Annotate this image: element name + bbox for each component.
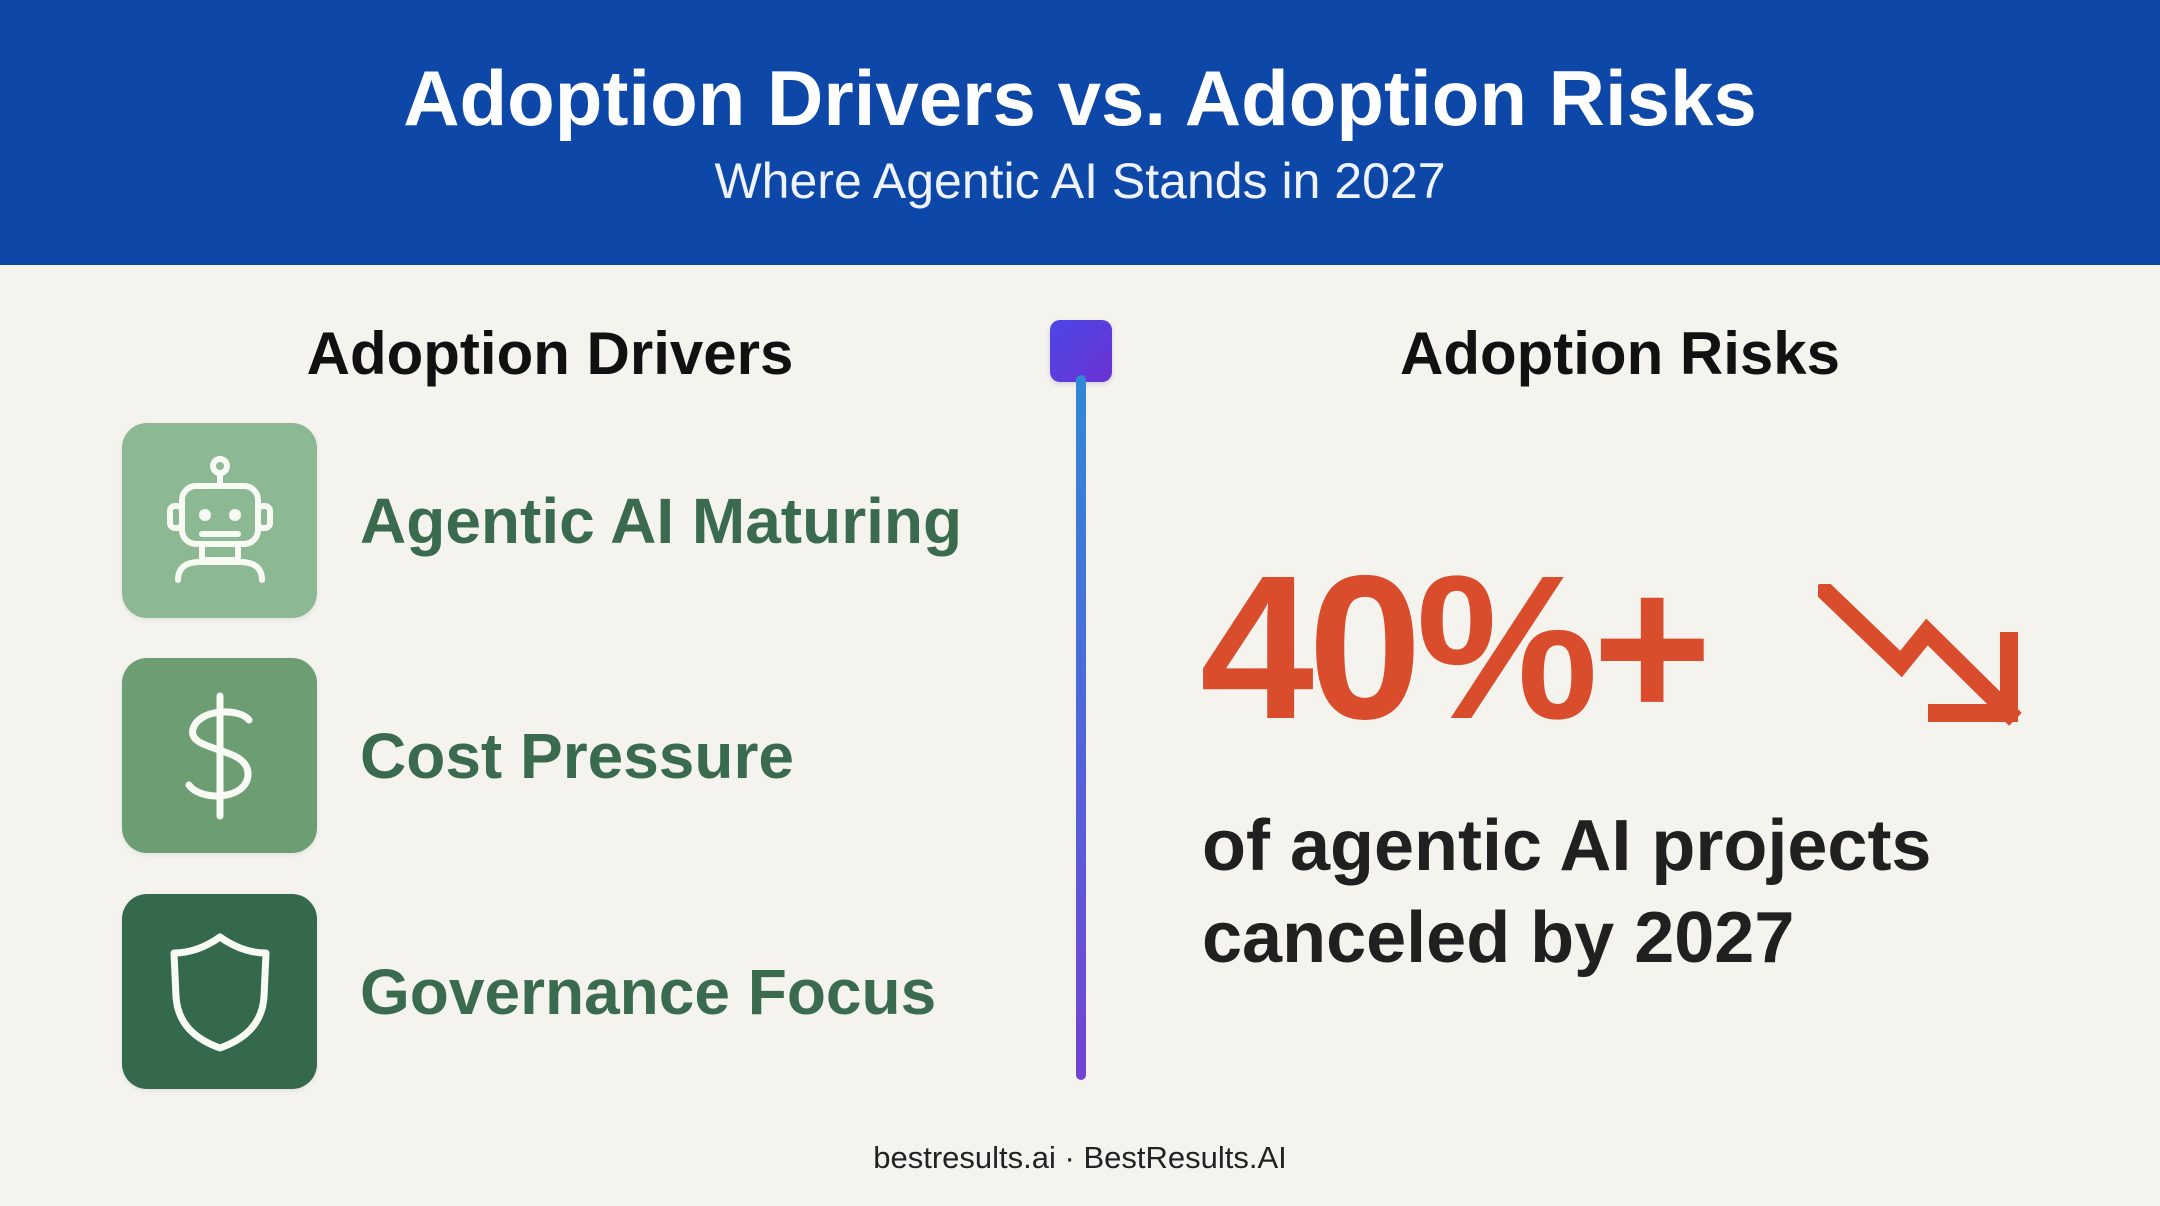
risk-percentage: 40%+ bbox=[1200, 533, 1712, 762]
adoption-risks-heading: Adoption Risks bbox=[1399, 320, 1840, 387]
risk-caption-line-2: canceled by 2027 bbox=[1202, 898, 1795, 978]
page-title: Adoption Drivers vs. Adoption Risks bbox=[403, 54, 1757, 142]
robot-icon bbox=[166, 455, 273, 583]
risk-caption-line-1: of agentic AI projects bbox=[1202, 806, 1932, 886]
robot-icon-tile bbox=[122, 423, 317, 618]
title-banner: Adoption Drivers vs. Adoption Risks Wher… bbox=[0, 0, 2160, 265]
page-subtitle: Where Agentic AI Stands in 2027 bbox=[714, 153, 1446, 209]
shield-icon bbox=[170, 933, 269, 1052]
driver-item-agentic-ai-maturing: Agentic AI Maturing bbox=[122, 423, 992, 618]
risk-caption: of agentic AI projects canceled by 2027 bbox=[1202, 800, 2022, 984]
center-divider bbox=[1050, 320, 1112, 1090]
driver-item-governance-focus: Governance Focus bbox=[122, 894, 992, 1089]
adoption-drivers-heading: Adoption Drivers bbox=[306, 320, 794, 387]
shield-icon-tile bbox=[122, 894, 317, 1089]
dollar-icon bbox=[185, 692, 252, 819]
driver-label-agentic-ai-maturing: Agentic AI Maturing bbox=[360, 485, 963, 557]
driver-label-governance-focus: Governance Focus bbox=[360, 956, 937, 1028]
source-footer: bestresults.ai · BestResults.AI bbox=[873, 1140, 1287, 1175]
dollar-icon-tile bbox=[122, 658, 317, 853]
vertical-divider-line bbox=[1076, 375, 1086, 1080]
downward-trend-arrow-icon bbox=[1818, 584, 2022, 726]
driver-label-cost-pressure: Cost Pressure bbox=[360, 720, 794, 792]
divider-cap-marker bbox=[1050, 320, 1112, 382]
driver-item-cost-pressure: Cost Pressure bbox=[122, 658, 992, 853]
